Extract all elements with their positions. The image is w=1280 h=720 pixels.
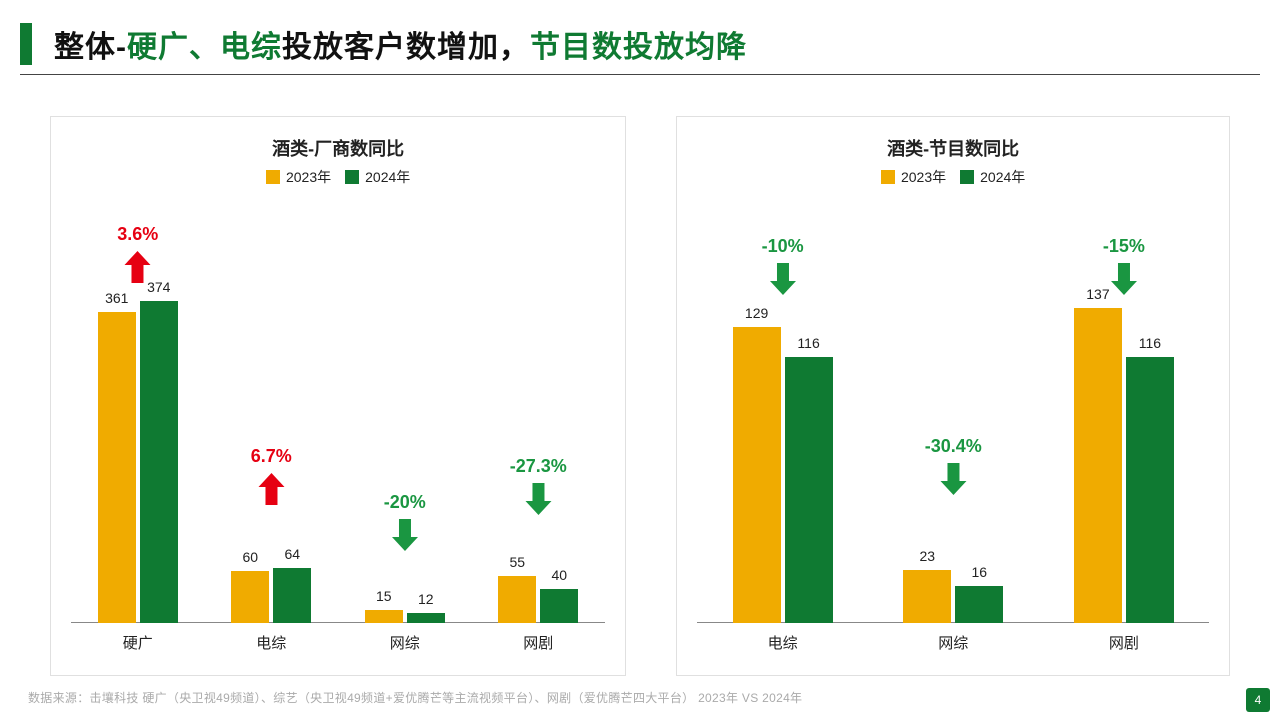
bar-pair: 137116 <box>1074 308 1174 623</box>
legend-label-2024: 2024年 <box>365 167 410 187</box>
bar-2024: 116 <box>785 357 833 623</box>
chart-right-title: 酒类-节目数同比 <box>677 135 1229 161</box>
bar-value-2024: 116 <box>797 335 819 351</box>
bar-value-2024: 40 <box>551 567 567 583</box>
bar-value-2024: 64 <box>284 546 300 562</box>
bar-pair: 5540 <box>498 576 578 623</box>
chart-left-legend: 2023年 2024年 <box>51 167 625 187</box>
delta-pct: -10% <box>762 236 804 257</box>
footer-source-note: 数据来源：击壤科技 硬广（央卫视49频道）、综艺（央卫视49频道+爱优腾芒等主流… <box>28 689 802 706</box>
title-seg-4: 节目数投放均降 <box>530 31 747 64</box>
chart-right-legend: 2023年 2024年 <box>677 167 1229 187</box>
bar-pair: 361374 <box>98 301 178 623</box>
bar-pair: 1512 <box>365 610 445 623</box>
legend-swatch-2024 <box>345 170 359 184</box>
legend-item-2023: 2023年 <box>881 167 946 187</box>
bar-2024: 64 <box>273 568 311 623</box>
bar-value-2023: 129 <box>745 305 768 321</box>
chart-left-title: 酒类-厂商数同比 <box>51 135 625 161</box>
arrow-down-icon <box>525 483 551 515</box>
category-label: 电综 <box>768 632 798 653</box>
chart-right: 酒类-节目数同比 2023年 2024年 129116电综-10%2316网综-… <box>676 116 1230 676</box>
page-number: 4 <box>1255 693 1262 707</box>
bar-value-2023: 23 <box>919 548 935 564</box>
bar-pair: 129116 <box>733 327 833 623</box>
legend-label-2024: 2024年 <box>980 167 1025 187</box>
chart-left: 酒类-厂商数同比 2023年 2024年 361374硬广3.6%6064电综6… <box>50 116 626 676</box>
legend-label-2023: 2023年 <box>901 167 946 187</box>
legend-label-2023: 2023年 <box>286 167 331 187</box>
arrow-down-icon <box>1111 263 1137 295</box>
category-label: 网综 <box>390 632 420 653</box>
bar-2023: 60 <box>231 571 269 623</box>
legend-swatch-2024 <box>960 170 974 184</box>
slide: 整体-硬广、电综投放客户数增加，节目数投放均降 酒类-厂商数同比 2023年 2… <box>0 0 1280 720</box>
legend-item-2024: 2024年 <box>960 167 1025 187</box>
bar-pair: 2316 <box>903 570 1003 623</box>
chart-right-plot: 129116电综-10%2316网综-30.4%137116网剧-15% <box>697 205 1209 623</box>
bar-value-2023: 55 <box>509 554 525 570</box>
category-label: 网综 <box>938 632 968 653</box>
legend-swatch-2023 <box>266 170 280 184</box>
delta-indicator: 6.7% <box>251 446 292 505</box>
delta-pct: 6.7% <box>251 446 292 467</box>
delta-indicator: -15% <box>1103 236 1145 295</box>
category-label: 网剧 <box>523 632 553 653</box>
bar-2024: 116 <box>1126 357 1174 623</box>
bar-value-2023: 15 <box>376 588 392 604</box>
accent-block <box>20 23 32 65</box>
bar-value-2024: 116 <box>1139 335 1161 351</box>
delta-indicator: -10% <box>762 236 804 295</box>
delta-pct: 3.6% <box>117 224 158 245</box>
legend-item-2023: 2023年 <box>266 167 331 187</box>
category-label: 网剧 <box>1109 632 1139 653</box>
category-label: 电综 <box>256 632 286 653</box>
delta-pct: -15% <box>1103 236 1145 257</box>
delta-pct: -27.3% <box>510 456 567 477</box>
page-number-badge: 4 <box>1246 688 1270 712</box>
bar-2024: 40 <box>540 589 578 623</box>
delta-pct: -30.4% <box>925 436 982 457</box>
bar-2024: 16 <box>955 586 1003 623</box>
bar-2023: 129 <box>733 327 781 623</box>
legend-item-2024: 2024年 <box>345 167 410 187</box>
chart-left-plot: 361374硬广3.6%6064电综6.7%1512网综-20%5540网剧-2… <box>71 205 605 623</box>
bar-2024: 12 <box>407 613 445 623</box>
bar-value-2024: 16 <box>971 564 987 580</box>
charts-row: 酒类-厂商数同比 2023年 2024年 361374硬广3.6%6064电综6… <box>50 116 1230 676</box>
title-seg-1: 整体- <box>54 31 127 64</box>
bar-2023: 55 <box>498 576 536 623</box>
delta-indicator: -30.4% <box>925 436 982 495</box>
bar-2023: 15 <box>365 610 403 623</box>
category-label: 硬广 <box>123 632 153 653</box>
arrow-down-icon <box>770 263 796 295</box>
title-underline <box>20 74 1260 75</box>
title-seg-3: 投放客户数增加， <box>282 31 530 64</box>
bar-2023: 361 <box>98 312 136 623</box>
delta-indicator: -27.3% <box>510 456 567 515</box>
bar-value-2023: 361 <box>105 290 128 306</box>
bar-value-2023: 60 <box>242 549 258 565</box>
slide-title: 整体-硬广、电综投放客户数增加，节目数投放均降 <box>54 22 747 66</box>
arrow-down-icon <box>940 463 966 495</box>
delta-indicator: 3.6% <box>117 224 158 283</box>
bar-2023: 23 <box>903 570 951 623</box>
legend-swatch-2023 <box>881 170 895 184</box>
title-bar: 整体-硬广、电综投放客户数增加，节目数投放均降 <box>20 22 747 66</box>
title-seg-2: 硬广、电综 <box>127 31 282 64</box>
bar-value-2024: 12 <box>418 591 434 607</box>
delta-pct: -20% <box>384 492 426 513</box>
delta-indicator: -20% <box>384 492 426 551</box>
bar-pair: 6064 <box>231 568 311 623</box>
arrow-down-icon <box>392 519 418 551</box>
arrow-up-icon <box>258 473 284 505</box>
arrow-up-icon <box>125 251 151 283</box>
bar-2024: 374 <box>140 301 178 623</box>
bar-2023: 137 <box>1074 308 1122 623</box>
